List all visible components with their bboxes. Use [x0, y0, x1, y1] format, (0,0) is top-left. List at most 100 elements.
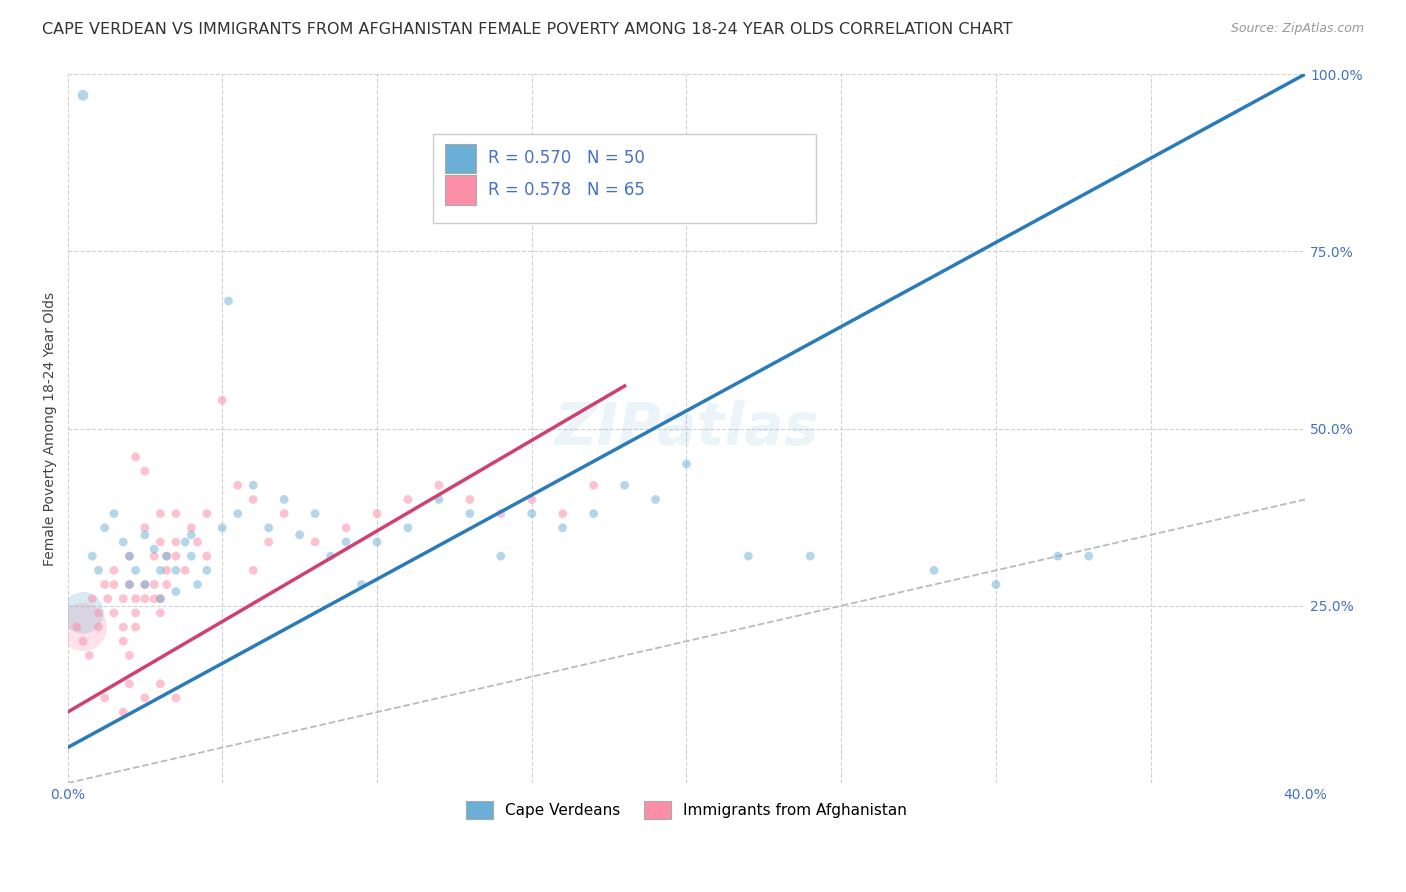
Point [97, 591, 120, 606]
Point [124, 620, 146, 634]
Point [211, 393, 233, 408]
Point [458, 492, 481, 507]
Point [458, 507, 481, 521]
Point [335, 535, 357, 549]
Point [103, 563, 125, 577]
Point [242, 563, 264, 577]
Point [87, 606, 110, 620]
Point [489, 507, 512, 521]
Point [72, 634, 94, 648]
Point [195, 549, 218, 563]
Point [551, 507, 574, 521]
Point [93, 577, 115, 591]
Point [143, 591, 166, 606]
Point [66, 620, 89, 634]
Point [242, 478, 264, 492]
Point [427, 492, 450, 507]
Text: ZIPatlas: ZIPatlas [554, 400, 818, 457]
Point [93, 690, 115, 705]
Point [124, 450, 146, 464]
Point [82, 549, 104, 563]
Point [582, 478, 605, 492]
Point [118, 677, 141, 691]
Point [143, 549, 166, 563]
Point [134, 464, 156, 478]
Point [165, 690, 187, 705]
Point [134, 528, 156, 542]
FancyBboxPatch shape [433, 135, 817, 223]
Point [134, 577, 156, 591]
Point [180, 528, 202, 542]
Point [217, 293, 239, 308]
Point [155, 549, 177, 563]
Text: Source: ZipAtlas.com: Source: ZipAtlas.com [1230, 22, 1364, 36]
Text: R = 0.570   N = 50: R = 0.570 N = 50 [488, 149, 645, 168]
Text: CAPE VERDEAN VS IMMIGRANTS FROM AFGHANISTAN FEMALE POVERTY AMONG 18-24 YEAR OLDS: CAPE VERDEAN VS IMMIGRANTS FROM AFGHANIS… [42, 22, 1012, 37]
Point [984, 577, 1007, 591]
Text: R = 0.578   N = 65: R = 0.578 N = 65 [488, 181, 645, 199]
Point [155, 577, 177, 591]
Point [226, 507, 249, 521]
Point [149, 507, 172, 521]
Point [124, 606, 146, 620]
Point [180, 549, 202, 563]
Point [366, 507, 388, 521]
FancyBboxPatch shape [446, 144, 477, 173]
Point [1077, 549, 1099, 563]
Point [82, 591, 104, 606]
Point [93, 521, 115, 535]
Point [186, 535, 208, 549]
Point [799, 549, 821, 563]
Point [1046, 549, 1069, 563]
Point [922, 563, 945, 577]
Point [87, 620, 110, 634]
Point [675, 457, 697, 471]
Point [165, 535, 187, 549]
Point [242, 492, 264, 507]
Point [396, 492, 419, 507]
Point [124, 591, 146, 606]
Point [304, 507, 326, 521]
Point [427, 478, 450, 492]
Point [112, 634, 135, 648]
Point [134, 577, 156, 591]
Point [319, 549, 342, 563]
Point [149, 591, 172, 606]
Point [149, 606, 172, 620]
Point [582, 507, 605, 521]
Point [72, 620, 94, 634]
Point [112, 620, 135, 634]
Y-axis label: Female Poverty Among 18-24 Year Olds: Female Poverty Among 18-24 Year Olds [44, 292, 58, 566]
Point [644, 492, 666, 507]
Point [134, 690, 156, 705]
Point [155, 549, 177, 563]
Point [257, 535, 280, 549]
Point [174, 535, 197, 549]
Point [273, 507, 295, 521]
Point [226, 478, 249, 492]
Point [72, 88, 94, 103]
Point [195, 563, 218, 577]
Point [174, 563, 197, 577]
Point [112, 535, 135, 549]
Point [103, 577, 125, 591]
Point [118, 549, 141, 563]
Point [165, 549, 187, 563]
Point [366, 535, 388, 549]
Point [112, 705, 135, 719]
Point [165, 563, 187, 577]
Point [118, 549, 141, 563]
Point [520, 507, 543, 521]
Point [143, 577, 166, 591]
Point [155, 563, 177, 577]
Point [186, 577, 208, 591]
Point [124, 563, 146, 577]
FancyBboxPatch shape [446, 176, 477, 205]
Point [112, 591, 135, 606]
Point [489, 549, 512, 563]
Point [118, 577, 141, 591]
Point [335, 521, 357, 535]
Point [288, 528, 311, 542]
Point [149, 677, 172, 691]
Point [149, 535, 172, 549]
